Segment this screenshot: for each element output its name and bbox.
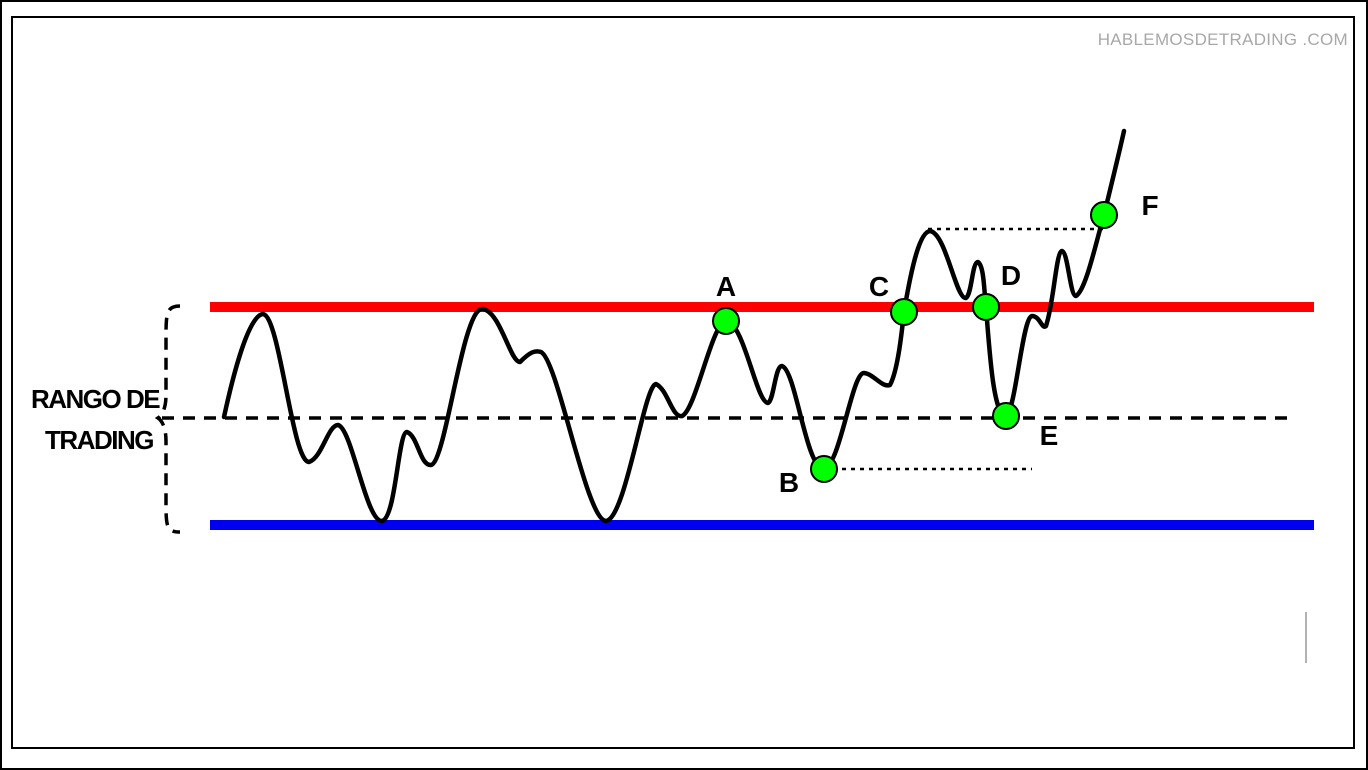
range-label-line2: TRADING	[45, 425, 153, 455]
point-b-label: B	[779, 467, 799, 498]
price-path	[221, 128, 1127, 524]
point-e-label: E	[1040, 420, 1059, 451]
point-d-marker	[972, 293, 1000, 321]
point-a-label: A	[716, 271, 736, 302]
watermark-text: HABLEMOSDETRADING .COM	[1098, 30, 1348, 49]
point-d-label: D	[1001, 260, 1021, 291]
point-f-label: F	[1141, 190, 1158, 221]
inner-frame	[11, 16, 1355, 749]
point-a-marker	[712, 307, 740, 335]
range-label-line1: RANGO DE	[31, 384, 160, 414]
point-c-marker	[890, 298, 918, 326]
point-f-marker	[1090, 201, 1118, 229]
point-e-marker	[992, 402, 1020, 430]
point-c-label: C	[869, 271, 889, 302]
range-bracket	[154, 304, 181, 534]
point-b-marker	[810, 455, 838, 483]
